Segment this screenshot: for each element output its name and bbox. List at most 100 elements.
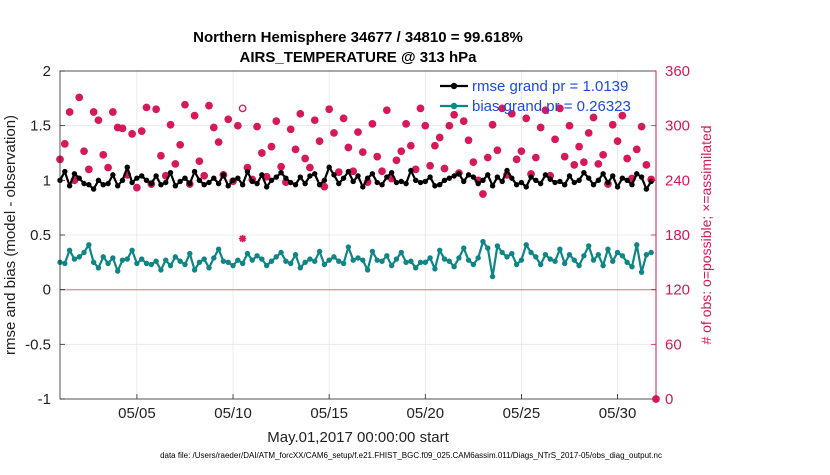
obs-assimilated-marker <box>99 151 107 159</box>
chart-subtitle: AIRS_TEMPERATURE @ 313 hPa <box>240 49 478 66</box>
bias-point <box>331 254 337 260</box>
obs-assimilated-marker <box>392 156 401 164</box>
rmse-point <box>518 179 525 186</box>
obs-assimilated-marker <box>128 130 136 138</box>
obs-assimilated-marker <box>513 155 521 163</box>
bias-point <box>249 257 255 263</box>
rmse-point <box>432 183 438 189</box>
bias-point <box>557 246 563 252</box>
bias-point <box>225 259 231 266</box>
rmse-point <box>619 175 626 181</box>
rmse-point <box>215 180 222 187</box>
rmse-point <box>422 178 428 185</box>
rmse-point <box>528 174 534 180</box>
rmse-point <box>196 177 203 184</box>
bias-point <box>90 259 97 266</box>
bias-point <box>485 245 491 251</box>
chart-marks <box>56 93 660 403</box>
legend-rmse-label: rmse grand pr = 1.0139 <box>472 78 628 95</box>
legend-rmse-marker <box>450 82 458 90</box>
rmse-point <box>461 178 467 185</box>
obs-assimilated-marker <box>282 178 290 186</box>
rmse-point <box>581 169 587 176</box>
bias-point <box>523 242 529 248</box>
bias-point <box>480 238 486 245</box>
bias-point <box>297 265 304 271</box>
obs-assimilated-marker <box>104 163 112 172</box>
bias-point <box>191 267 198 273</box>
rmse-point <box>263 184 270 190</box>
bias-point <box>81 249 87 256</box>
obs-assimilated-marker <box>85 165 93 173</box>
bias-point <box>581 253 587 259</box>
bias-point <box>307 256 313 262</box>
rmse-point <box>336 180 342 187</box>
rmse-point <box>379 182 385 188</box>
obs-assimilated-marker <box>267 143 276 151</box>
obs-assimilated-marker <box>330 129 338 137</box>
bias-point <box>288 260 294 267</box>
obs-assimilated-marker <box>114 123 122 132</box>
obs-assimilated-marker <box>325 105 333 113</box>
bias-point <box>634 242 640 248</box>
obs-assimilated-marker <box>589 113 598 122</box>
obs-assimilated-marker <box>551 135 559 143</box>
bias-point <box>110 255 116 261</box>
obs-assimilated-marker <box>561 153 569 161</box>
bias-point <box>177 258 183 264</box>
rmse-point <box>148 180 155 187</box>
rmse-point <box>360 184 366 190</box>
bias-point <box>518 257 525 263</box>
bias-point <box>465 257 472 263</box>
bias-point <box>547 256 553 262</box>
obs-assimilated-marker <box>445 122 453 130</box>
bias-point <box>312 258 318 264</box>
obs-assimilated-marker <box>623 154 631 163</box>
y-right-tick-label: 360 <box>665 63 690 80</box>
rmse-point <box>76 175 82 181</box>
bias-point <box>153 258 159 264</box>
obs-assimilated-marker <box>397 147 405 155</box>
bias-point <box>302 259 308 266</box>
bias-point <box>528 249 534 256</box>
bias-point <box>273 254 279 260</box>
obs-assimilated-marker <box>215 138 223 146</box>
rmse-point <box>364 175 371 181</box>
obs-assimilated-marker <box>176 141 184 149</box>
bias-point <box>114 268 121 274</box>
obs-assimilated-marker <box>243 163 252 172</box>
bias-point <box>600 262 606 269</box>
rmse-point <box>590 182 597 188</box>
bias-point <box>124 256 130 262</box>
rmse-point <box>288 179 294 186</box>
bias-point <box>182 261 188 268</box>
obs-assimilated-marker <box>628 174 636 183</box>
bias-point <box>167 262 174 269</box>
bias-point <box>105 260 111 267</box>
bias-point <box>451 264 457 270</box>
bias-point <box>513 261 520 268</box>
rmse-point <box>225 183 231 189</box>
obs-assimilated-marker <box>66 108 74 116</box>
obs-assimilated-marker <box>195 157 203 165</box>
obs-assimilated-marker <box>637 122 646 131</box>
bias-point <box>76 254 82 260</box>
bias-point <box>388 262 395 269</box>
obs-assimilated-marker <box>383 106 391 114</box>
rmse-point <box>172 183 179 189</box>
bias-point <box>552 258 558 264</box>
bias-point <box>437 247 443 254</box>
obs-assimilated-marker <box>344 143 352 152</box>
obs-assimilated-marker <box>200 172 208 180</box>
rmse-point <box>268 177 275 184</box>
obs-assimilated-marker <box>210 123 218 132</box>
obs-assimilated-marker <box>263 173 271 181</box>
rmse-point <box>254 180 260 187</box>
rmse-point <box>153 173 159 179</box>
bias-point <box>215 246 222 252</box>
rmse-point <box>139 173 145 179</box>
bias-point <box>360 257 366 263</box>
bias-point <box>393 256 400 262</box>
x-tick-label: 05/15 <box>310 405 348 422</box>
obs-assimilated-marker <box>618 112 626 120</box>
